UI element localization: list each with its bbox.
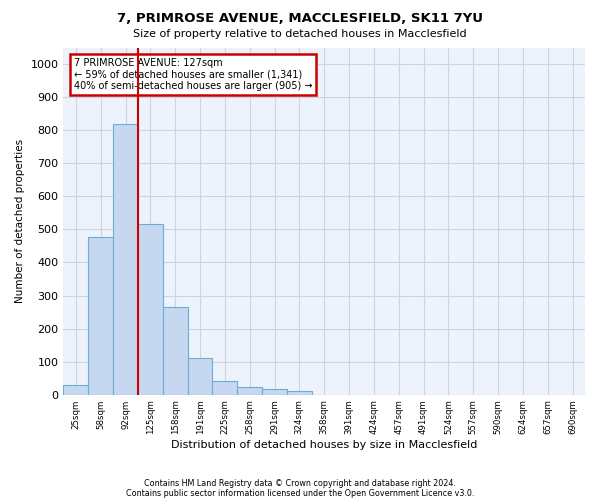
Y-axis label: Number of detached properties: Number of detached properties (15, 139, 25, 303)
Bar (64, 385, 88, 394)
Text: 7, PRIMROSE AVENUE, MACCLESFIELD, SK11 7YU: 7, PRIMROSE AVENUE, MACCLESFIELD, SK11 7… (117, 12, 483, 26)
Bar (188, 358, 212, 394)
Bar (237, 388, 262, 394)
Text: 7 PRIMROSE AVENUE: 127sqm
← 59% of detached houses are smaller (1,341)
40% of se: 7 PRIMROSE AVENUE: 127sqm ← 59% of detac… (74, 58, 313, 91)
Bar (262, 389, 287, 394)
Bar (113, 124, 138, 394)
Bar (138, 224, 163, 394)
X-axis label: Distribution of detached houses by size in Macclesfield: Distribution of detached houses by size … (171, 440, 478, 450)
Bar (163, 307, 188, 394)
Text: Contains HM Land Registry data © Crown copyright and database right 2024.: Contains HM Land Registry data © Crown c… (144, 478, 456, 488)
Bar (287, 390, 312, 394)
Text: Size of property relative to detached houses in Macclesfield: Size of property relative to detached ho… (133, 29, 467, 39)
Bar (88, 236, 113, 394)
Text: Contains public sector information licensed under the Open Government Licence v3: Contains public sector information licen… (126, 488, 474, 498)
Bar (212, 382, 237, 394)
